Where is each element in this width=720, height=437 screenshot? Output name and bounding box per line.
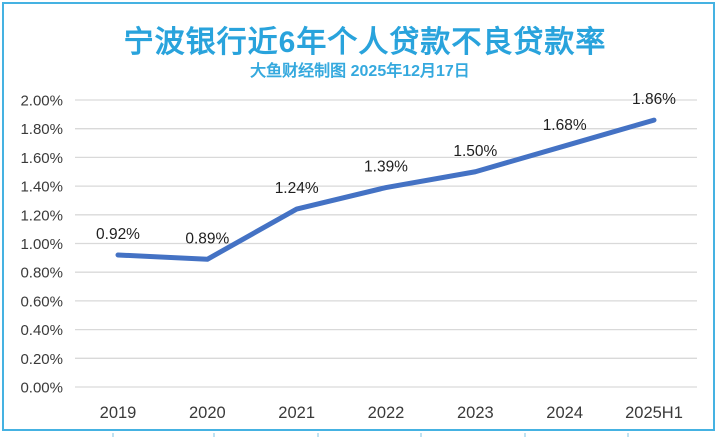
x-tick-label: 2024 [546, 404, 583, 422]
y-tick-label: 1.20% [20, 207, 63, 224]
y-tick-label: 0.80% [20, 265, 63, 282]
y-tick-label: 1.60% [20, 150, 63, 167]
npl-ratio-line [115, 117, 657, 262]
data-label: 0.89% [185, 230, 229, 247]
y-tick-label: 1.40% [20, 179, 63, 196]
x-tick-label: 2022 [368, 404, 405, 422]
x-tick-label: 2023 [457, 404, 494, 422]
y-tick-label: 0.40% [20, 322, 63, 339]
data-label: 1.86% [632, 91, 676, 108]
y-tick-label: 0.60% [20, 293, 63, 310]
y-tick-label: 0.00% [20, 380, 63, 397]
y-tick-label: 2.00% [20, 93, 63, 110]
y-tick-label: 1.00% [20, 236, 63, 253]
chart-subtitle: 大鱼财经制图 2025年12月17日 [250, 63, 470, 80]
chart-title: 宁波银行近6年个人贷款不良贷款率 [123, 26, 607, 59]
data-label: 1.24% [275, 180, 319, 197]
x-tick-label: 2021 [278, 404, 315, 422]
y-tick-label: 1.80% [20, 121, 63, 138]
y-tick-label: 0.20% [20, 351, 63, 368]
bottom-tick [112, 433, 114, 437]
bottom-tick [627, 433, 629, 437]
bottom-tick [420, 433, 422, 437]
x-tick-label: 2019 [100, 404, 137, 422]
data-label: 1.68% [543, 117, 587, 134]
bottom-tick [317, 433, 319, 437]
bottom-tick [213, 433, 215, 437]
data-label: 0.92% [96, 226, 140, 243]
x-tick-label: 2025H1 [625, 404, 683, 422]
x-tick-label: 2020 [189, 404, 226, 422]
data-label: 1.50% [453, 143, 497, 160]
data-label: 1.39% [364, 159, 408, 176]
bottom-tick [524, 433, 526, 437]
